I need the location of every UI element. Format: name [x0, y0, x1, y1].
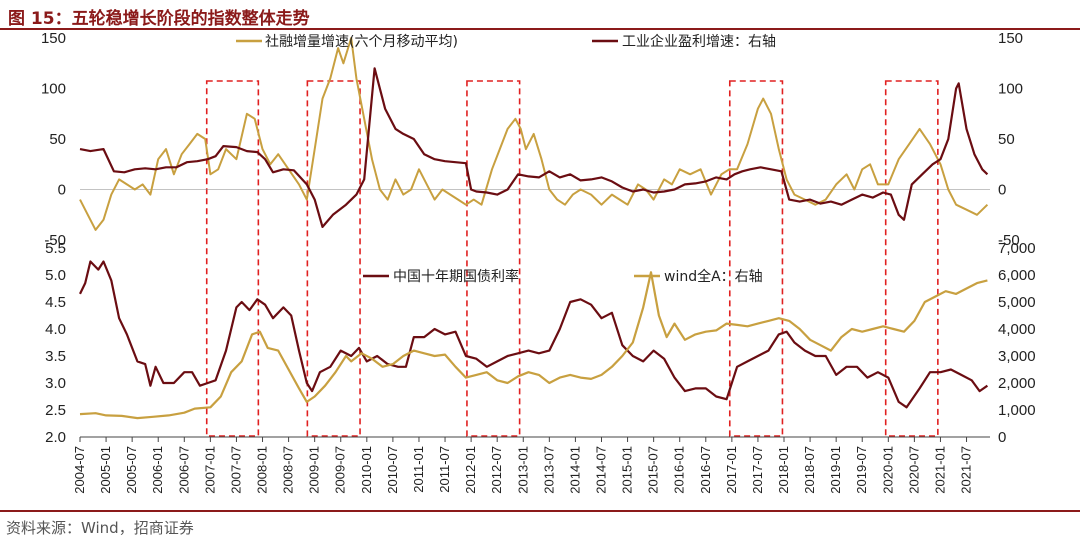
x-tick-label: 2020-07	[906, 446, 921, 494]
bottom-left-tick: 2.5	[45, 402, 66, 419]
top-right-tick: -50	[998, 232, 1020, 249]
top-right-tick: 50	[998, 131, 1015, 148]
bottom-right-tick: 3,000	[998, 348, 1036, 365]
bottom-right-tick: 6,000	[998, 267, 1036, 284]
x-tick-label: 2017-07	[750, 446, 765, 494]
bottom-left-tick: 2.0	[45, 429, 66, 446]
x-tick-label: 2010-07	[385, 446, 400, 494]
top-right-tick: 150	[998, 30, 1023, 47]
bottom-right-tick: 5,000	[998, 294, 1036, 311]
x-tick-label: 2015-01	[620, 446, 635, 494]
x-tick-label: 2011-01	[411, 446, 426, 493]
top-right-tick: 100	[998, 81, 1023, 98]
x-tick-label: 2005-01	[98, 446, 113, 494]
source-note: 资料来源：Wind，招商证券	[6, 519, 194, 537]
top-left-tick: 100	[41, 81, 66, 98]
bottom-left-tick: 5.0	[45, 267, 66, 284]
x-tick-label: 2009-07	[333, 446, 348, 494]
top-series-line-1	[79, 37, 989, 231]
bottom-left-tick: 4.0	[45, 321, 66, 338]
x-tick-label: 2019-01	[828, 446, 843, 494]
bottom-left-tick: 3.0	[45, 375, 66, 392]
bottom-right-tick: 2,000	[998, 375, 1036, 392]
top-panel-lines	[79, 37, 990, 231]
x-tick-label: 2021-07	[959, 446, 974, 494]
x-tick-label: 2019-07	[854, 446, 869, 494]
x-tick-label: 2020-01	[880, 446, 895, 494]
bottom-right-tick: 1,000	[998, 402, 1036, 419]
x-tick-label: 2012-07	[489, 446, 504, 494]
x-tick-label: 2013-01	[515, 446, 530, 494]
top-right-tick: 0	[998, 182, 1006, 199]
x-tick-label: 2009-01	[307, 446, 322, 494]
bottom-series-line-2	[79, 271, 988, 420]
title-rule	[0, 28, 1080, 30]
legend-label-social-financing: 社融增量增速(六个月移动平均)	[265, 34, 458, 50]
chart-canvas: 150100500-50150100500-505.55.04.54.03.53…	[41, 30, 1036, 494]
x-tick-label: 2007-01	[202, 446, 217, 494]
x-tick-label: 2012-01	[463, 446, 478, 494]
highlight-box-4	[728, 80, 784, 437]
x-tick-label: 2016-01	[672, 446, 687, 494]
x-tick-label: 2014-07	[593, 446, 608, 494]
top-left-tick: 0	[58, 182, 66, 199]
x-tick-label: 2010-01	[359, 446, 374, 494]
top-left-tick: 150	[41, 30, 66, 47]
x-tick-label: 2016-07	[698, 446, 713, 494]
top-series-line-2	[79, 67, 989, 228]
x-tick-label: 2018-01	[776, 446, 791, 494]
bottom-rule	[0, 510, 1080, 512]
bottom-right-tick: 0	[998, 429, 1006, 446]
bottom-panel-lines	[79, 260, 989, 420]
top-left-tick: -50	[44, 232, 66, 249]
bottom-series-line-1	[79, 260, 989, 409]
x-tick-label: 2008-01	[255, 446, 270, 494]
highlight-box-3	[466, 80, 521, 437]
bottom-right-tick: 7,000	[998, 240, 1036, 257]
bottom-left-tick: 4.5	[45, 294, 66, 311]
x-tick-label: 2018-07	[802, 446, 817, 494]
x-tick-label: 2017-01	[724, 446, 739, 494]
top-left-tick: 50	[49, 131, 66, 148]
bottom-legend: 中国十年期国债利率 wind全A：右轴	[363, 268, 763, 285]
top-legend: 社融增量增速(六个月移动平均) 工业企业盈利增速：右轴	[236, 33, 776, 50]
x-tick-label: 2007-07	[228, 446, 243, 494]
x-tick-label: 2013-07	[541, 446, 556, 494]
x-tick-label: 2008-07	[281, 446, 296, 494]
x-tick-label: 2021-01	[932, 446, 947, 494]
x-tick-label: 2011-07	[437, 446, 452, 493]
legend-label-industrial-profit: 工业企业盈利增速：右轴	[622, 33, 776, 50]
bottom-left-tick: 5.5	[45, 240, 66, 257]
x-tick-label: 2006-01	[150, 446, 165, 494]
highlight-box-5	[884, 80, 939, 437]
legend-label-bond-yield: 中国十年期国债利率	[393, 268, 519, 285]
highlight-box-2	[306, 80, 361, 437]
axes: 150100500-50150100500-505.55.04.54.03.53…	[41, 30, 1036, 494]
bottom-left-tick: 3.5	[45, 348, 66, 365]
x-tick-label: 2014-01	[567, 446, 582, 494]
highlight-boxes	[205, 80, 939, 437]
figure-title: 图 15：五轮稳增长阶段的指数整体走势	[8, 9, 310, 29]
bottom-right-tick: 4,000	[998, 321, 1036, 338]
legend-label-wind-a: wind全A：右轴	[664, 268, 763, 285]
highlight-box-1	[205, 80, 260, 437]
x-tick-label: 2015-07	[646, 446, 661, 494]
x-tick-label: 2006-07	[176, 446, 191, 494]
x-tick-label: 2005-07	[124, 446, 139, 494]
x-tick-label: 2004-07	[72, 446, 87, 494]
